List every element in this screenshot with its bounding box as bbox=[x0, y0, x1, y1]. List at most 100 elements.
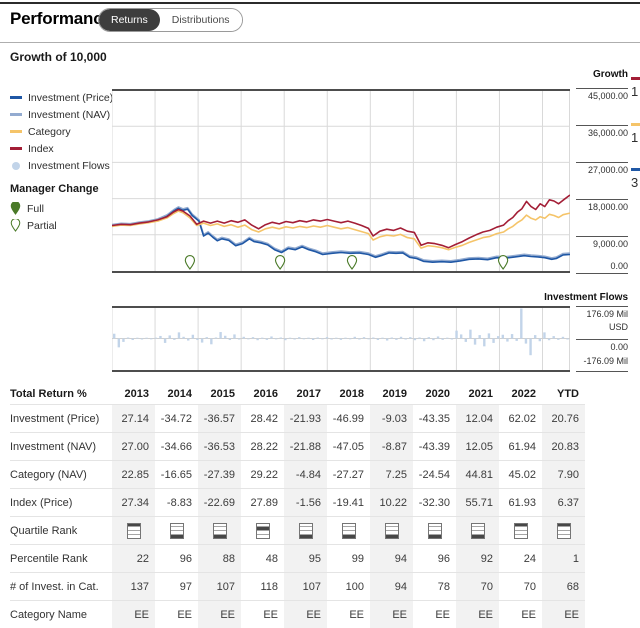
tab-returns[interactable]: Returns bbox=[99, 9, 160, 31]
clipped-value: 3 bbox=[631, 168, 640, 190]
clipped-value-swatch bbox=[631, 123, 640, 126]
flow-bar bbox=[423, 339, 425, 342]
page-top-border bbox=[0, 2, 640, 4]
legend-item: Investment (NAV) bbox=[10, 106, 110, 123]
flow-bar bbox=[395, 339, 397, 340]
table-cell: EE bbox=[198, 601, 241, 628]
table-cell: 96 bbox=[155, 545, 198, 573]
row-label: Index (Price) bbox=[10, 489, 112, 517]
flow-bar bbox=[132, 339, 134, 341]
category-line bbox=[112, 211, 570, 250]
flow-bar bbox=[247, 339, 249, 340]
flow-bar bbox=[252, 337, 254, 338]
partial-pin-icon bbox=[10, 219, 21, 232]
table-cell: -27.39 bbox=[198, 461, 241, 489]
clipped-value-swatch bbox=[631, 168, 640, 171]
table-cell: 20.83 bbox=[542, 433, 585, 461]
flow-bar bbox=[492, 339, 494, 343]
flow-bar bbox=[552, 336, 554, 338]
flow-bar bbox=[326, 337, 328, 338]
flow-bar bbox=[206, 337, 208, 338]
quartile-rank-cell bbox=[542, 517, 585, 545]
table-cell: -1.56 bbox=[284, 489, 327, 517]
quartile-rank-cell bbox=[198, 517, 241, 545]
table-cell: -27.27 bbox=[327, 461, 370, 489]
flow-bar bbox=[358, 339, 360, 340]
table-cell: -36.53 bbox=[198, 433, 241, 461]
flow-bar bbox=[381, 338, 383, 339]
flows-axis-label: -176.09 Mil bbox=[576, 356, 628, 366]
table-cell: 28.42 bbox=[241, 405, 284, 433]
flow-bar bbox=[118, 339, 120, 348]
flows-axis-label: 0.00 bbox=[576, 342, 628, 352]
quartile-rank-cell bbox=[413, 517, 456, 545]
table-cell: 12.05 bbox=[456, 433, 499, 461]
tab-distributions[interactable]: Distributions bbox=[160, 9, 242, 31]
flow-bar bbox=[349, 339, 351, 340]
flow-bar bbox=[298, 337, 300, 338]
flow-bar bbox=[224, 336, 226, 339]
table-cell: 70 bbox=[456, 573, 499, 601]
flow-bar bbox=[127, 337, 129, 338]
table-cell: 107 bbox=[198, 573, 241, 601]
flow-bar bbox=[483, 339, 485, 347]
flow-bar bbox=[178, 332, 180, 338]
table-cell: 107 bbox=[284, 573, 327, 601]
quartile-rank-icon bbox=[299, 523, 313, 539]
flow-bar bbox=[432, 339, 434, 341]
flow-bar bbox=[539, 339, 541, 342]
table-cell: 7.90 bbox=[542, 461, 585, 489]
flow-bar bbox=[215, 337, 217, 338]
table-cell: EE bbox=[456, 601, 499, 628]
quartile-rank-cell bbox=[155, 517, 198, 545]
column-header-2014: 2014 bbox=[155, 386, 198, 405]
growth-chart bbox=[112, 88, 570, 273]
table-cell: -8.83 bbox=[155, 489, 198, 517]
growth-axis-tick: 18,000.00 bbox=[576, 202, 628, 212]
returns-distributions-tabs: Returns Distributions bbox=[98, 8, 243, 32]
table-cell: 70 bbox=[499, 573, 542, 601]
flow-bar bbox=[330, 339, 332, 340]
row-label: # of Invest. in Cat. bbox=[10, 573, 112, 601]
table-cell: 99 bbox=[327, 545, 370, 573]
flow-bar bbox=[460, 334, 462, 338]
table-cell: EE bbox=[327, 601, 370, 628]
column-header-YTD: YTD bbox=[542, 386, 585, 405]
axis-tick-rule bbox=[576, 339, 628, 340]
table-cell: -43.35 bbox=[413, 405, 456, 433]
quartile-rank-icon bbox=[342, 523, 356, 539]
table-cell: -19.41 bbox=[327, 489, 370, 517]
table-cell: 44.81 bbox=[456, 461, 499, 489]
axis-tick-rule bbox=[576, 125, 628, 126]
flow-bar bbox=[155, 338, 157, 339]
quartile-rank-icon bbox=[213, 523, 227, 539]
flow-bar bbox=[141, 339, 143, 340]
axis-tick-rule bbox=[576, 162, 628, 163]
column-header-2013: 2013 bbox=[112, 386, 155, 405]
table-cell: 27.00 bbox=[112, 433, 155, 461]
header-divider bbox=[0, 42, 640, 43]
clipped-value-text: 3 bbox=[631, 175, 640, 190]
flow-bar bbox=[275, 339, 277, 340]
flow-bar bbox=[400, 337, 402, 339]
flow-bar bbox=[182, 337, 184, 339]
table-cell: 45.02 bbox=[499, 461, 542, 489]
table-cell: EE bbox=[112, 601, 155, 628]
flow-bar bbox=[261, 338, 263, 339]
table-cell: 94 bbox=[370, 573, 413, 601]
row-label: Investment (Price) bbox=[10, 405, 112, 433]
column-header-2015: 2015 bbox=[198, 386, 241, 405]
clipped-value: 1 bbox=[631, 123, 640, 145]
flow-bar bbox=[515, 339, 517, 341]
flow-bar bbox=[293, 339, 295, 340]
flow-bar bbox=[534, 335, 536, 338]
flow-bar bbox=[557, 339, 559, 340]
table-cell: EE bbox=[370, 601, 413, 628]
table-cell: -47.05 bbox=[327, 433, 370, 461]
flow-bar bbox=[363, 337, 365, 338]
flow-bar bbox=[122, 339, 124, 342]
